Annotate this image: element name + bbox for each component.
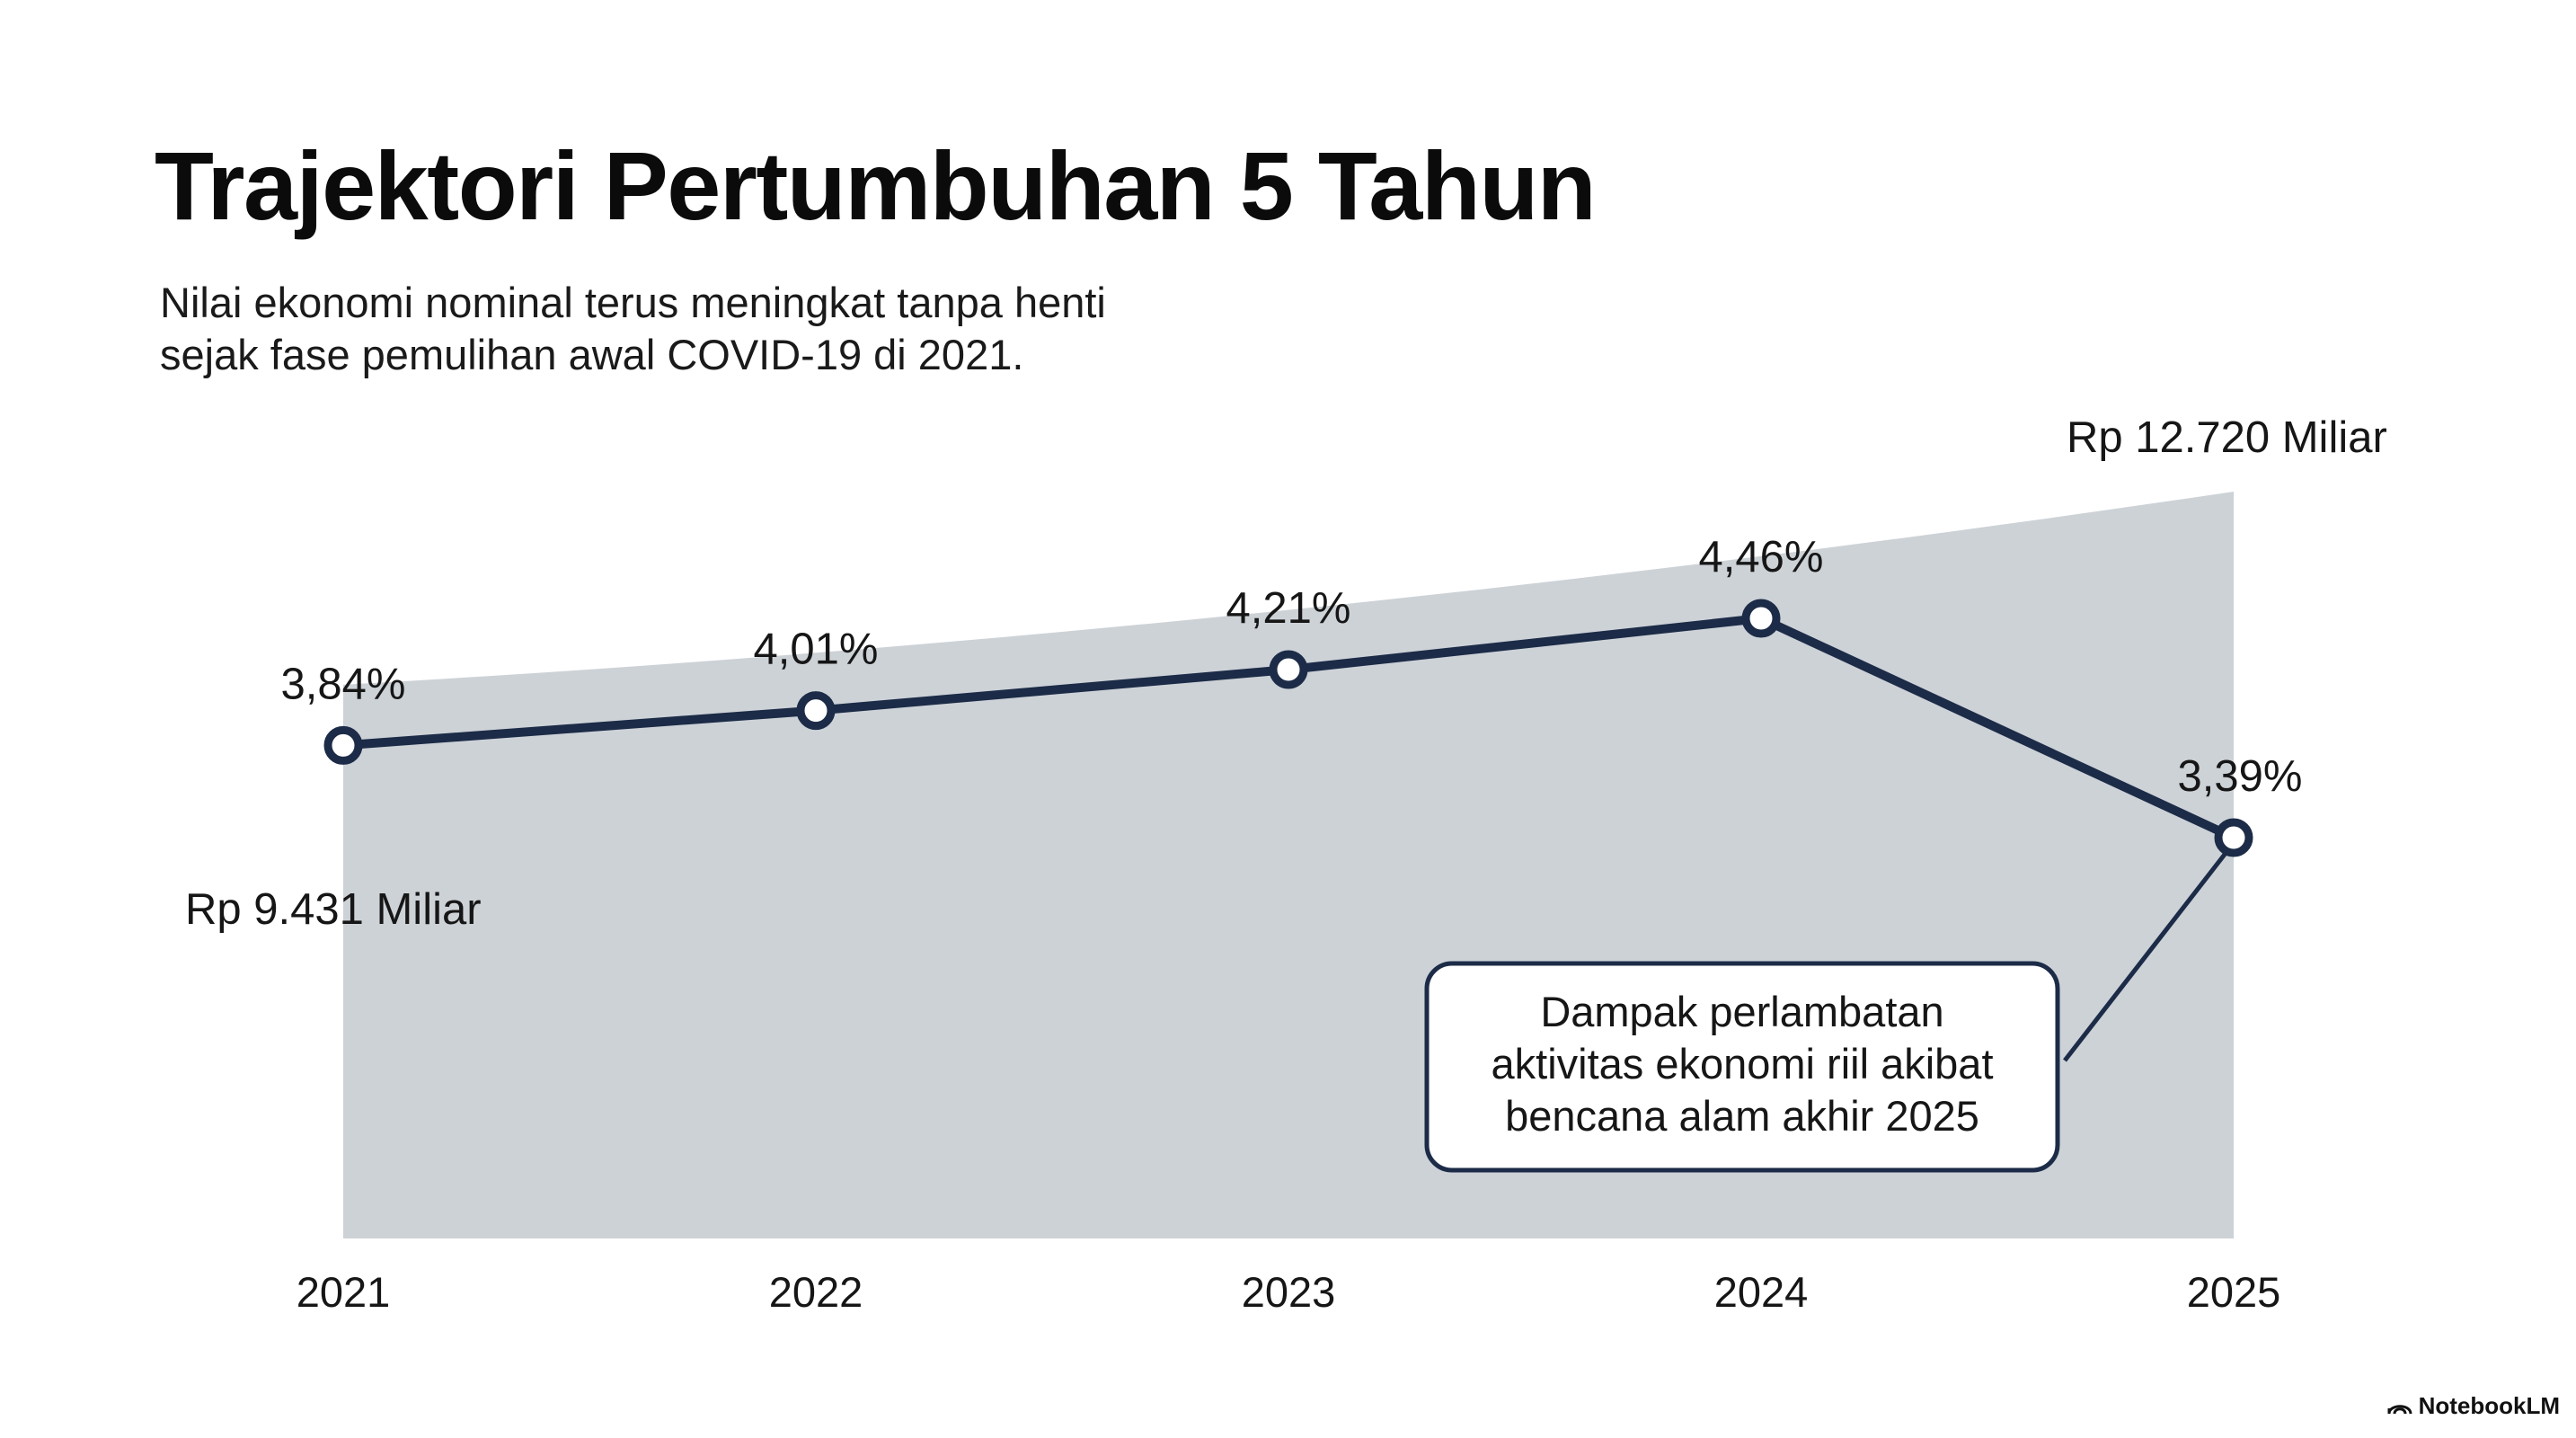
x-tick-label-2021: 2021 bbox=[297, 1268, 391, 1316]
point-marker-2024 bbox=[1741, 599, 1781, 638]
data-label-2021: 3,84% bbox=[281, 660, 406, 708]
area-start-label: Rp 9.431 Miliar bbox=[185, 885, 482, 934]
chart-title: Trajektori Pertumbuhan 5 Tahun bbox=[155, 131, 1597, 240]
point-marker-2022 bbox=[796, 691, 836, 731]
annotation-line-2: aktivitas ekonomi riil akibat bbox=[1492, 1040, 1994, 1087]
subtitle-line-2: sejak fase pemulihan awal COVID-19 di 20… bbox=[160, 331, 1024, 378]
x-tick-label-2024: 2024 bbox=[1714, 1268, 1809, 1316]
data-label-2023: 4,21% bbox=[1226, 584, 1351, 633]
point-marker-2021 bbox=[323, 725, 363, 765]
notebooklm-logo-icon bbox=[2387, 1404, 2412, 1414]
point-marker-2023 bbox=[1269, 650, 1308, 689]
annotation-box bbox=[1424, 961, 2060, 1173]
chart-subtitle: Nilai ekonomi nominal terus meningkat ta… bbox=[160, 277, 1106, 381]
brand-label: NotebookLM bbox=[2418, 1392, 2560, 1419]
x-tick-label-2025: 2025 bbox=[2187, 1268, 2281, 1316]
annotation-line-1: Dampak perlambatan bbox=[1540, 988, 1943, 1035]
x-tick-label-2022: 2022 bbox=[769, 1268, 863, 1316]
data-label-2024: 4,46% bbox=[1699, 533, 1824, 581]
data-label-2025: 3,39% bbox=[2178, 752, 2303, 801]
subtitle-line-1: Nilai ekonomi nominal terus meningkat ta… bbox=[160, 279, 1106, 326]
annotation-line-3: bencana alam akhir 2025 bbox=[1505, 1092, 1979, 1140]
annotation-connector bbox=[2063, 850, 2228, 1062]
data-label-2022: 4,01% bbox=[754, 626, 879, 674]
point-marker-2025 bbox=[2214, 818, 2253, 857]
area-end-label: Rp 12.720 Miliar bbox=[2067, 413, 2387, 462]
brand-badge: NotebookLM bbox=[2386, 1392, 2560, 1420]
x-tick-label-2023: 2023 bbox=[1242, 1268, 1336, 1316]
